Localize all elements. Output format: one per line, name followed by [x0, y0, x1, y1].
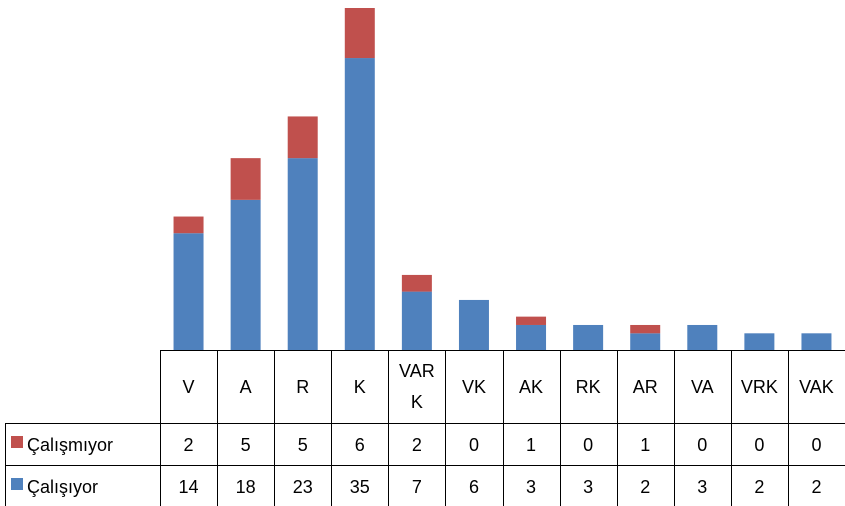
bar-VARK-calisiyor [401, 291, 432, 350]
table-value-calismiyor: 0 [697, 435, 707, 455]
category-label: R [296, 377, 309, 397]
bar-K-calisiyor [344, 58, 375, 351]
bar-A-calismiyor [230, 158, 261, 200]
category-label: VA [691, 377, 714, 397]
table-value-calisiyor: 2 [754, 477, 764, 497]
bars-layer [173, 8, 832, 351]
category-label: RK [576, 377, 601, 397]
bar-V-calismiyor [173, 216, 204, 234]
category-label: VAK [799, 377, 834, 397]
table-value-calisiyor: 18 [236, 477, 256, 497]
table-value-calismiyor: 0 [754, 435, 764, 455]
bar-VK-calisiyor [458, 299, 489, 350]
bar-V-calisiyor [173, 233, 204, 350]
table-value-calisiyor: 3 [583, 477, 593, 497]
table-value-calisiyor: 35 [350, 477, 370, 497]
category-label: VRK [741, 377, 778, 397]
table-value-calisiyor: 23 [293, 477, 313, 497]
legend: Çalışmıyor Çalışıyor [11, 435, 113, 497]
bar-AK-calisiyor [516, 324, 547, 350]
bar-VRK-calisiyor [744, 333, 775, 350]
table-value-calismiyor: 6 [355, 435, 365, 455]
table-value-calismiyor: 0 [811, 435, 821, 455]
legend-swatch-calisiyor [11, 478, 23, 490]
category-label: A [240, 377, 252, 397]
table-value-calisiyor: 2 [811, 477, 821, 497]
table-value-calismiyor: 1 [640, 435, 650, 455]
category-label: AK [519, 377, 543, 397]
bar-VARK-calismiyor [401, 274, 432, 292]
table-value-calisiyor: 14 [179, 477, 199, 497]
category-label: AR [633, 377, 658, 397]
category-label: V [183, 377, 195, 397]
table-value-calisiyor: 3 [697, 477, 707, 497]
bar-R-calismiyor [287, 116, 318, 159]
table-value-calismiyor: 0 [583, 435, 593, 455]
table-value-calismiyor: 5 [298, 435, 308, 455]
category-label: VAR K [399, 361, 435, 412]
bar-RK-calisiyor [573, 324, 604, 350]
table-value-calismiyor: 5 [241, 435, 251, 455]
bar-VA-calisiyor [687, 324, 718, 350]
table-value-calisiyor: 3 [526, 477, 536, 497]
legend-label-calismiyor: Çalışmıyor [27, 435, 113, 455]
bar-AK-calismiyor [516, 316, 547, 325]
table-value-calisiyor: 2 [640, 477, 650, 497]
table-value-calismiyor: 1 [526, 435, 536, 455]
legend-swatch-calismiyor [11, 436, 23, 448]
bar-AR-calisiyor [630, 333, 661, 350]
category-label: VK [462, 377, 486, 397]
category-label: K [354, 377, 366, 397]
table-value-calismiyor: 2 [412, 435, 422, 455]
table-value-calisiyor: 6 [469, 477, 479, 497]
data-table-grid [5, 350, 845, 506]
bar-AR-calismiyor [630, 324, 661, 334]
bar-A-calisiyor [230, 199, 261, 350]
table-value-calisiyor: 7 [412, 477, 422, 497]
legend-label-calisiyor: Çalışıyor [27, 477, 98, 497]
table-value-calismiyor: 2 [184, 435, 194, 455]
bar-R-calisiyor [287, 158, 318, 350]
bar-VAK-calisiyor [801, 333, 832, 350]
table-value-calismiyor: 0 [469, 435, 479, 455]
bar-K-calismiyor [344, 8, 375, 59]
